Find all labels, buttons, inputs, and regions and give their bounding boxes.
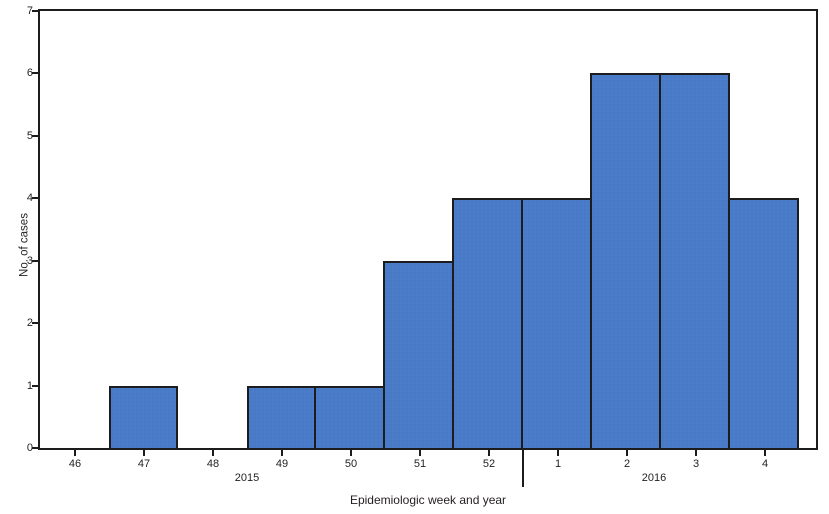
y-tick (32, 72, 40, 74)
bar-week-51 (383, 261, 454, 448)
y-tick-label: 1 (26, 380, 33, 392)
x-tick (212, 450, 214, 456)
y-tick (32, 197, 40, 199)
x-tick-label: 2 (623, 458, 631, 470)
x-tick (488, 450, 490, 456)
x-tick (143, 450, 145, 456)
x-tick (557, 450, 559, 456)
bar-week-50 (314, 386, 385, 448)
year-label-2016: 2016 (641, 472, 667, 484)
x-tick (281, 450, 283, 456)
x-tick (695, 450, 697, 456)
bar-week-49 (247, 386, 316, 448)
bar-week-4 (728, 198, 799, 448)
x-tick-label: 46 (68, 458, 82, 470)
y-tick-label: 4 (26, 192, 33, 204)
y-tick (32, 260, 40, 262)
bar-week-52 (452, 198, 523, 448)
x-tick (74, 450, 76, 456)
x-tick (764, 450, 766, 456)
plot-area (38, 9, 818, 450)
x-tick (626, 450, 628, 456)
x-tick-label: 48 (206, 458, 220, 470)
y-tick (32, 447, 40, 449)
x-tick-label: 3 (692, 458, 700, 470)
y-tick (32, 135, 40, 137)
x-tick-label: 51 (413, 458, 427, 470)
bar-week-47 (109, 386, 178, 448)
y-tick (32, 385, 40, 387)
year-divider-line (522, 448, 524, 487)
y-tick-label: 2 (26, 317, 33, 329)
x-tick-label: 52 (482, 458, 496, 470)
y-tick (32, 322, 40, 324)
y-tick-label: 6 (26, 67, 33, 79)
bar-week-3 (659, 73, 730, 448)
x-axis-title: Epidemiologic week and year (349, 493, 507, 507)
x-tick (350, 450, 352, 456)
x-tick-label: 47 (137, 458, 151, 470)
y-tick-label: 3 (26, 255, 33, 267)
y-tick-label: 5 (26, 130, 33, 142)
year-label-2015: 2015 (234, 472, 260, 484)
x-tick-label: 50 (344, 458, 358, 470)
bar-week-1 (521, 198, 592, 448)
bar-week-2 (590, 73, 661, 448)
x-tick (419, 450, 421, 456)
x-tick-label: 4 (761, 458, 769, 470)
y-tick-label: 7 (26, 5, 33, 17)
y-tick-label: 0 (26, 442, 33, 454)
x-tick-label: 49 (275, 458, 289, 470)
y-tick (32, 10, 40, 12)
x-tick-label: 1 (554, 458, 562, 470)
